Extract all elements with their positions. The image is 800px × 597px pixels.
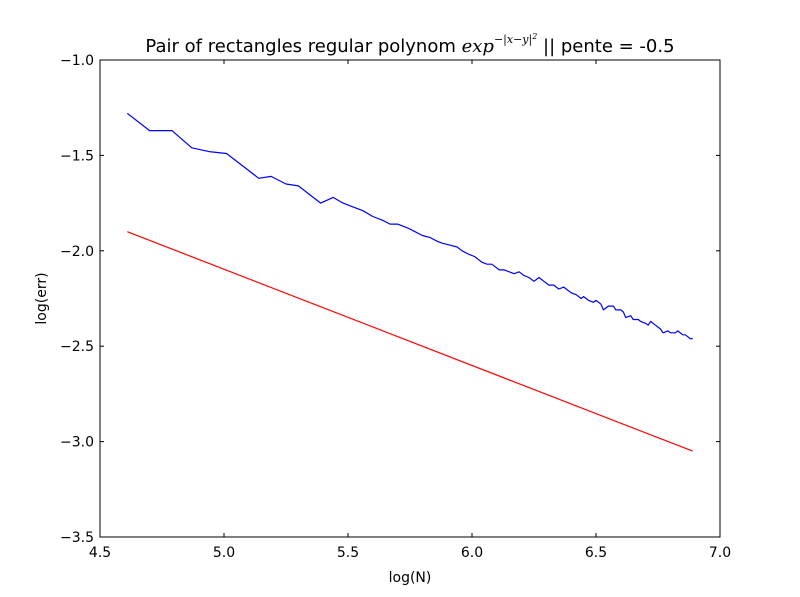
y-tick-label: −2.5 (60, 339, 94, 355)
tick-labels: 4.5 5.0 5.5 6.0 6.5 7.0 −1.0 −1.5 −2.0 −2.5 −3.0 −3… (60, 53, 731, 561)
y-tick-label: −1.5 (60, 148, 94, 164)
y-tick-label: −3.5 (60, 530, 94, 546)
x-tick-label: 5.0 (213, 545, 235, 561)
reference-slope-line (127, 231, 693, 452)
plot-series (126, 112, 693, 452)
y-tick-label: −3.0 (60, 435, 94, 451)
x-tick-label: 4.5 (89, 545, 111, 561)
chart-title-math-exponent-power: 2 (531, 32, 537, 41)
x-tick-label: 6.5 (585, 545, 607, 561)
plot-frame (99, 59, 721, 538)
x-tick-label: 6.0 (461, 545, 483, 561)
chart-title-suffix: || pente = -0.5 (537, 36, 674, 57)
error-series-line (126, 112, 693, 340)
chart-title: Pair of rectangles regular polynom exp−|… (145, 32, 674, 57)
y-tick-label: −1.0 (60, 53, 94, 69)
chart-title-prefix: Pair of rectangles regular polynom (145, 36, 461, 57)
y-tick-label: −2.0 (60, 244, 94, 260)
x-tick-label: 5.5 (337, 545, 359, 561)
chart-title-math-base: exp (462, 36, 495, 57)
chart-title-math-exponent: −|x−y| (494, 33, 532, 47)
x-axis-label: log(N) (389, 570, 432, 586)
x-tick-label: 7.0 (709, 545, 731, 561)
y-axis-label: log(err) (34, 272, 50, 324)
